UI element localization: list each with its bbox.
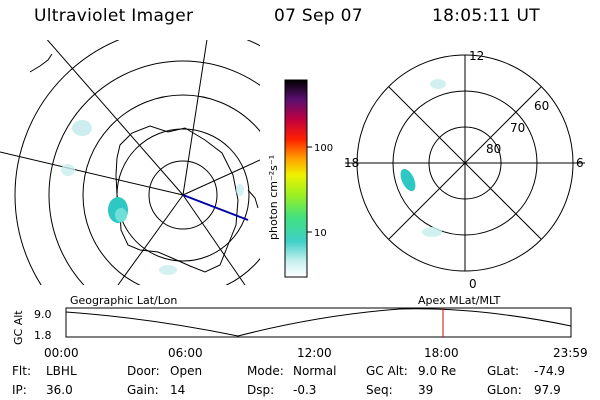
geographic-map-label: Geographic Lat/Lon (70, 294, 178, 307)
info-ip: IP: 36.0 (12, 383, 73, 397)
geo-lon-line (182, 194, 246, 285)
mlt-axis (388, 86, 542, 240)
timeline-ylabel: GC Alt (12, 310, 25, 345)
info-flt: Flt: LBHL (12, 364, 77, 378)
info-glon: GLon: 97.9 (487, 383, 561, 397)
mlt-label-18: 18 (344, 156, 359, 170)
mlt-label-12: 12 (469, 49, 484, 63)
image-date: 07 Sep 07 (274, 6, 363, 26)
timeline-xtick: 18:00 (424, 346, 459, 360)
mlat-label-60: 60 (534, 99, 549, 113)
info-seq: Seq: 39 (366, 383, 434, 397)
coastline-fragment (29, 53, 53, 73)
timeline-xtick: 12:00 (297, 346, 332, 360)
image-time: 18:05:11 UT (432, 6, 540, 26)
apex-map-label: Apex MLat/MLT (418, 294, 501, 307)
geo-lon-line (0, 151, 184, 196)
colorbar-tick-label: 10 (314, 228, 327, 239)
spacecraft-track (182, 194, 249, 221)
info-mode: Mode: Normal (247, 364, 337, 378)
mlt-label-6: 6 (576, 156, 584, 170)
colorbar-tick-label: 100 (314, 143, 333, 154)
colorbar-unit-label: photon cm⁻²s⁻¹ (267, 155, 280, 240)
altitude-timeline: GC Alt 9.0 1.8 00:00 06:00 12:00 18:00 2… (12, 307, 588, 360)
geo-lon-line (46, 40, 184, 196)
altitude-curve (65, 308, 572, 337)
aurora-emission (400, 79, 446, 237)
mlt-label-0: 0 (469, 277, 477, 291)
geo-lat-circle (14, 40, 260, 285)
info-glat: GLat: -74.9 (487, 364, 566, 378)
aurora-emission (61, 120, 244, 275)
geographic-map (0, 40, 260, 285)
apex-polar-plot: 12 18 6 0 60 70 80 (344, 49, 585, 291)
geo-lon-line (182, 159, 260, 196)
geo-lon-line (182, 40, 208, 196)
geo-lat-circle (148, 160, 218, 230)
timeline-ytick: 9.0 (34, 308, 52, 321)
timeline-xtick: 06:00 (168, 346, 203, 360)
info-gc-alt: GC Alt: 9.0 Re (366, 364, 457, 378)
info-dsp: Dsp: -0.3 (247, 383, 317, 397)
colorbar-gradient (284, 79, 308, 278)
geo-lat-circle (82, 94, 260, 285)
info-door: Door: Open (127, 364, 203, 378)
mlat-label-70: 70 (510, 121, 525, 135)
mlat-label-80: 80 (486, 142, 501, 156)
timeline-ytick: 1.8 (34, 329, 52, 342)
timeline-xtick: 00:00 (44, 346, 79, 360)
timeline-xtick: 23:59 (553, 346, 588, 360)
image-title: Ultraviolet Imager (34, 6, 194, 26)
coastline-fragment (247, 189, 259, 209)
geo-lon-line (117, 194, 184, 285)
intensity-colorbar: 100 10 photon cm⁻²s⁻¹ (267, 79, 333, 278)
timeline-frame (65, 307, 572, 338)
info-gain: Gain: 14 (127, 383, 186, 397)
geo-lat-circle (48, 60, 260, 285)
